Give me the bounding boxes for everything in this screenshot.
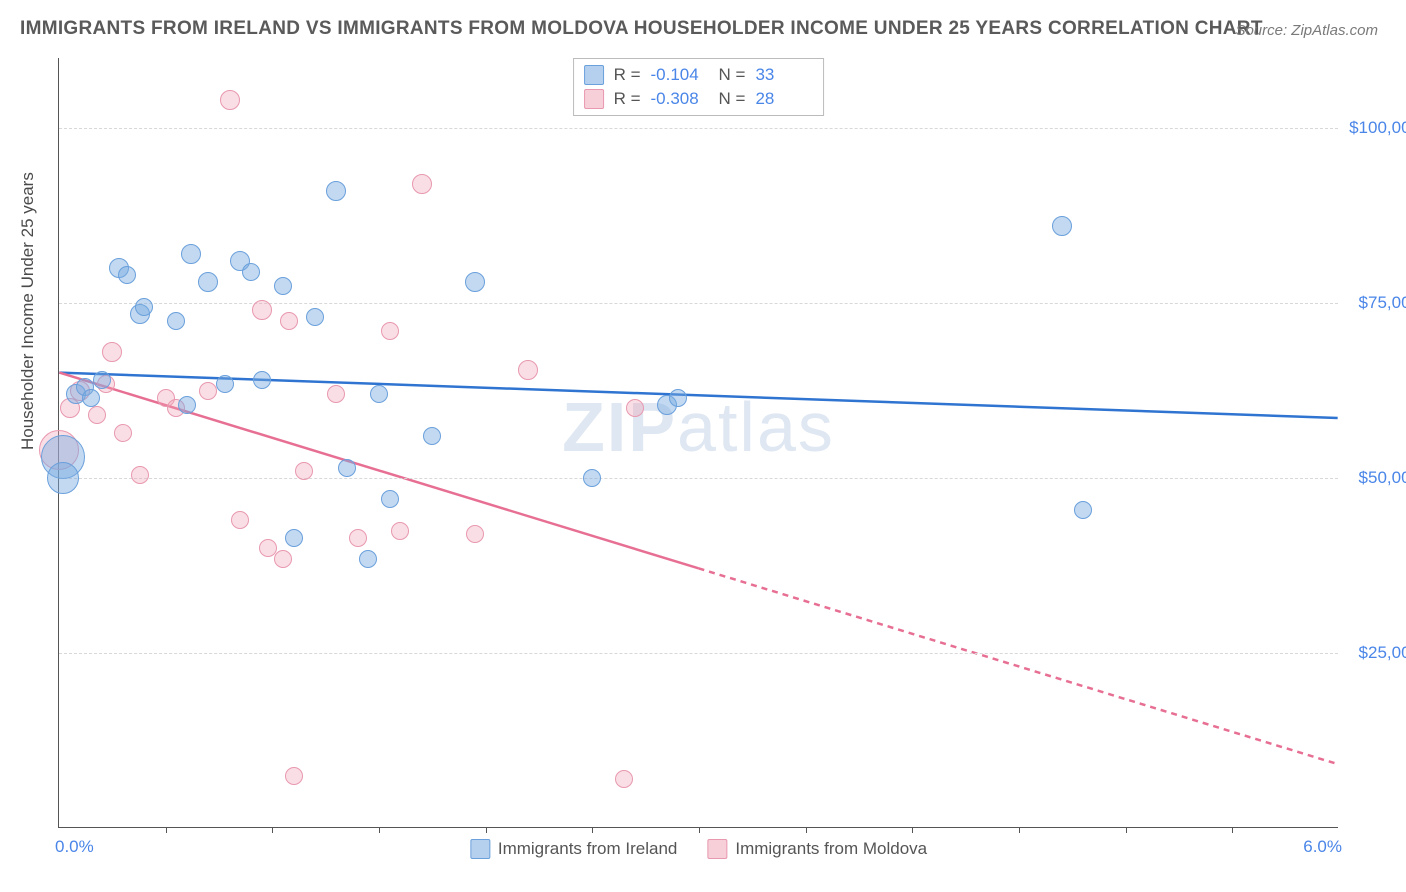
- data-point: [391, 522, 409, 540]
- y-axis-label: Householder Income Under 25 years: [18, 172, 38, 450]
- data-point: [338, 459, 356, 477]
- data-point: [1052, 216, 1072, 236]
- data-point: [306, 308, 324, 326]
- x-tick: [1126, 827, 1127, 833]
- x-tick: [379, 827, 380, 833]
- data-point: [199, 382, 217, 400]
- r-value: -0.308: [651, 89, 709, 109]
- y-tick-label: $25,000: [1359, 643, 1406, 663]
- data-point: [465, 272, 485, 292]
- data-point: [412, 174, 432, 194]
- data-point: [216, 375, 234, 393]
- y-tick-label: $100,000: [1349, 118, 1406, 138]
- legend-stats: R = -0.104 N = 33 R = -0.308 N = 28: [573, 58, 825, 116]
- data-point: [131, 466, 149, 484]
- swatch-blue-icon: [584, 65, 604, 85]
- swatch-blue-icon: [470, 839, 490, 859]
- x-tick: [806, 827, 807, 833]
- x-tick: [592, 827, 593, 833]
- data-point: [285, 767, 303, 785]
- data-point: [349, 529, 367, 547]
- data-point: [274, 277, 292, 295]
- data-point: [231, 511, 249, 529]
- n-label: N =: [719, 89, 746, 109]
- n-value: 28: [755, 89, 813, 109]
- data-point: [47, 462, 79, 494]
- data-point: [466, 525, 484, 543]
- data-point: [669, 389, 687, 407]
- x-tick: [1019, 827, 1020, 833]
- gridline: [59, 653, 1338, 654]
- data-point: [135, 298, 153, 316]
- legend-item: Immigrants from Moldova: [707, 839, 927, 859]
- x-max-label: 6.0%: [1303, 837, 1342, 857]
- x-tick: [912, 827, 913, 833]
- data-point: [198, 272, 218, 292]
- data-point: [295, 462, 313, 480]
- x-tick: [699, 827, 700, 833]
- x-tick: [1232, 827, 1233, 833]
- data-point: [370, 385, 388, 403]
- gridline: [59, 303, 1338, 304]
- data-point: [252, 300, 272, 320]
- data-point: [423, 427, 441, 445]
- legend-label: Immigrants from Ireland: [498, 839, 678, 859]
- data-point: [118, 266, 136, 284]
- source-label: Source: ZipAtlas.com: [1235, 22, 1378, 39]
- data-point: [167, 312, 185, 330]
- r-value: -0.104: [651, 65, 709, 85]
- data-point: [280, 312, 298, 330]
- data-point: [583, 469, 601, 487]
- data-point: [381, 490, 399, 508]
- data-point: [327, 385, 345, 403]
- legend-series: Immigrants from Ireland Immigrants from …: [470, 839, 927, 859]
- data-point: [326, 181, 346, 201]
- data-point: [626, 399, 644, 417]
- data-point: [242, 263, 260, 281]
- gridline: [59, 128, 1338, 129]
- legend-stats-row: R = -0.104 N = 33: [584, 63, 814, 87]
- data-point: [359, 550, 377, 568]
- chart-container: IMMIGRANTS FROM IRELAND VS IMMIGRANTS FR…: [0, 0, 1406, 892]
- data-point: [1074, 501, 1092, 519]
- n-label: N =: [719, 65, 746, 85]
- x-tick: [486, 827, 487, 833]
- data-point: [615, 770, 633, 788]
- x-min-label: 0.0%: [55, 837, 94, 857]
- data-point: [93, 371, 111, 389]
- data-point: [381, 322, 399, 340]
- swatch-pink-icon: [584, 89, 604, 109]
- data-point: [220, 90, 240, 110]
- data-point: [178, 396, 196, 414]
- y-tick-label: $50,000: [1359, 468, 1406, 488]
- plot-area: ZIPatlas R = -0.104 N = 33 R = -0.308 N …: [58, 58, 1338, 828]
- data-point: [518, 360, 538, 380]
- data-point: [114, 424, 132, 442]
- x-tick: [166, 827, 167, 833]
- legend-stats-row: R = -0.308 N = 28: [584, 87, 814, 111]
- swatch-pink-icon: [707, 839, 727, 859]
- data-point: [102, 342, 122, 362]
- data-point: [88, 406, 106, 424]
- data-point: [285, 529, 303, 547]
- legend-label: Immigrants from Moldova: [735, 839, 927, 859]
- n-value: 33: [755, 65, 813, 85]
- legend-item: Immigrants from Ireland: [470, 839, 678, 859]
- chart-title: IMMIGRANTS FROM IRELAND VS IMMIGRANTS FR…: [20, 18, 1263, 40]
- y-tick-label: $75,000: [1359, 293, 1406, 313]
- r-label: R =: [614, 89, 641, 109]
- data-point: [82, 389, 100, 407]
- trend-lines: [59, 58, 1338, 827]
- r-label: R =: [614, 65, 641, 85]
- watermark: ZIPatlas: [562, 387, 835, 467]
- data-point: [274, 550, 292, 568]
- data-point: [253, 371, 271, 389]
- x-tick: [272, 827, 273, 833]
- data-point: [181, 244, 201, 264]
- gridline: [59, 478, 1338, 479]
